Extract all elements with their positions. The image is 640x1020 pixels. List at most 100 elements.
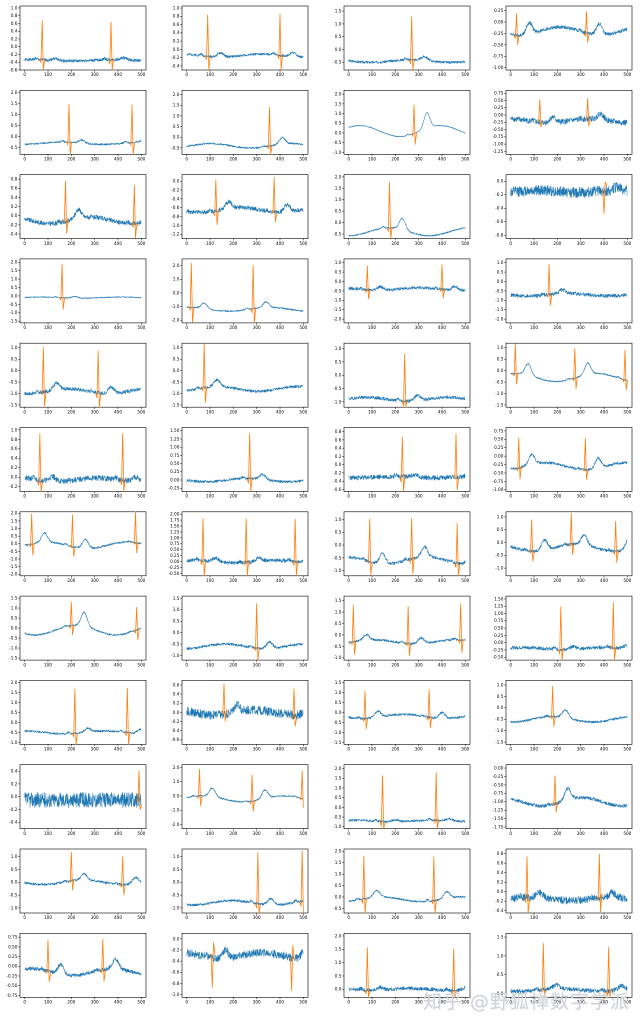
qrs-highlight-1 — [512, 343, 519, 385]
x-tick-label: 500 — [299, 325, 307, 330]
y-tick-label: 1.0 — [173, 5, 180, 10]
x-tick-label: 200 — [553, 409, 561, 414]
ecg-panel-12: 0 100 200 300 400 500 0.0 -0.2 -0.4 -0.6 -0.8 — [495, 174, 633, 246]
panel-frame — [19, 342, 147, 408]
qrs-highlight-2 — [124, 687, 131, 745]
y-tick-label: 0.25 — [494, 105, 504, 110]
x-tick-label: 200 — [67, 915, 75, 920]
y-tick-label: -0.50 — [493, 42, 504, 47]
signal-series — [348, 710, 466, 720]
y-tick-label: 1.5 — [335, 860, 342, 865]
x-tick-label: 400 — [438, 1000, 446, 1005]
qrs-highlight-1 — [366, 518, 373, 575]
qrs-highlight-1 — [253, 603, 260, 661]
x-tick-label: 200 — [553, 915, 561, 920]
y-tick-label: 0.00 — [170, 559, 180, 564]
ecg-panel-33: 0 100 200 300 400 500 2.0 1.5 1.0 0.5 0.0 -0.5 -1.0 — [9, 680, 147, 752]
y-tick-label: 0.00 — [494, 112, 504, 117]
y-tick-label: -1.0 — [9, 310, 18, 315]
x-tick-label: 0 — [347, 409, 350, 414]
x-tick-label: 0 — [23, 409, 26, 414]
panel-frame — [19, 848, 147, 914]
x-tick-label: 500 — [623, 494, 631, 499]
y-tick-label: 1.5 — [11, 690, 18, 695]
y-tick-label: 0.0 — [11, 368, 18, 373]
x-tick-label: 200 — [553, 831, 561, 836]
qrs-highlight-2 — [129, 104, 135, 155]
x-tick-label: 300 — [415, 241, 423, 246]
y-tick-label: 0.5 — [497, 269, 504, 274]
y-tick-label: -1.0 — [171, 808, 180, 813]
y-tick-label: 0.8 — [497, 851, 504, 856]
x-tick-label: 400 — [438, 747, 446, 752]
signal-series — [348, 55, 466, 64]
x-tick-label: 400 — [600, 578, 608, 583]
x-tick-label: 300 — [415, 1000, 423, 1005]
x-tick-label: 300 — [577, 662, 585, 667]
y-tick-label: -1.0 — [9, 391, 18, 396]
ecg-panel-6: 0 100 200 300 400 500 2.0 1.5 1.0 0.5 0.0 -0.5 — [171, 90, 309, 162]
x-tick-label: 500 — [137, 915, 145, 920]
y-tick-label: 0.0 — [335, 805, 342, 810]
ecg-panel-32: 0 100 200 300 400 500 1.50 1.25 1.00 0.75 0.50 0.25… — [493, 595, 633, 667]
signal-series — [24, 726, 142, 735]
y-tick-label: 0.6 — [11, 21, 18, 26]
x-tick-label: 0 — [185, 157, 188, 162]
y-tick-label: 0.5 — [335, 359, 342, 364]
x-tick-label: 400 — [276, 409, 284, 414]
y-tick-label: -0.25 — [169, 486, 180, 491]
y-tick-label: 0.5 — [497, 357, 504, 362]
y-tick-label: 0.4 — [11, 29, 18, 34]
ecg-panel-5: 0 100 200 300 400 500 2.0 1.5 1.0 0.5 0.0 -0.5 — [9, 90, 147, 162]
x-tick-label: 300 — [91, 578, 99, 583]
x-tick-label: 300 — [253, 409, 261, 414]
x-tick-label: 100 — [368, 915, 376, 920]
y-tick-label: -1.25 — [493, 808, 504, 813]
x-tick-label: 400 — [600, 72, 608, 77]
x-tick-label: 100 — [206, 241, 214, 246]
x-tick-label: 500 — [299, 409, 307, 414]
x-tick-label: 200 — [229, 409, 237, 414]
panel-frame — [19, 90, 147, 155]
y-tick-label: 0.0 — [173, 368, 180, 373]
y-tick-label: -0.50 — [7, 983, 18, 988]
ecg-panel-37: 0 100 200 300 400 500 0.4 0.2 0.0 -0.2 -0.4 — [9, 764, 147, 836]
qrs-highlight-2 — [100, 938, 106, 982]
y-tick-label: 1.5 — [11, 268, 18, 273]
x-tick-label: 500 — [137, 662, 145, 667]
y-tick-label: 1.5 — [11, 596, 18, 601]
y-tick-label: -1.0 — [9, 740, 18, 745]
qrs-highlight-1 — [350, 604, 357, 655]
y-tick-label: 0.00 — [494, 765, 504, 770]
qrs-highlight-1 — [537, 99, 543, 128]
y-tick-label: 0.0 — [173, 793, 180, 798]
ecg-panel-43: 0 100 200 300 400 500 2.0 1.5 1.0 0.5 0.0 -0.5 — [333, 849, 471, 920]
x-tick-label: 400 — [114, 325, 122, 330]
signal-series — [510, 287, 628, 299]
y-tick-label: -0.75 — [7, 993, 18, 998]
x-tick-label: 300 — [415, 662, 423, 667]
x-tick-label: 300 — [91, 494, 99, 499]
ecg-panel-25: 0 100 200 300 400 500 2.0 1.5 1.0 0.5 0.0 -0.5 -1.0 -… — [9, 511, 147, 583]
x-tick-label: 400 — [276, 494, 284, 499]
y-tick-label: 1.5 — [11, 518, 18, 523]
signal-series — [510, 21, 628, 38]
x-tick-label: 0 — [509, 157, 512, 162]
panel-frame — [181, 342, 309, 408]
x-tick-label: 500 — [461, 1000, 469, 1005]
x-tick-label: 0 — [23, 72, 26, 77]
x-tick-label: 100 — [206, 325, 214, 330]
y-tick-label: 0.5 — [173, 124, 180, 129]
y-tick-label: 0.6 — [497, 861, 504, 866]
signal-series — [348, 472, 466, 481]
x-tick-label: 0 — [509, 662, 512, 667]
x-tick-label: 0 — [23, 494, 26, 499]
x-tick-label: 100 — [530, 578, 538, 583]
ecg-panel-47: 0 100 200 300 400 500 2.0 1.5 1.0 0.5 0.0 — [335, 932, 471, 1005]
y-tick-label: -0.50 — [493, 127, 504, 132]
ecg-panel-9: 0 100 200 300 400 500 0.8 0.6 0.4 0.2 0.0 -0.2 -0.4 — [9, 174, 147, 246]
x-tick-label: 200 — [391, 241, 399, 246]
y-tick-label: -0.6 — [333, 487, 342, 492]
y-tick-label: -1.0 — [333, 399, 342, 404]
ecg-panel-21: 0 100 200 300 400 500 1.0 0.8 0.6 0.4 0.2 0.0 -0.2 — [9, 427, 147, 499]
